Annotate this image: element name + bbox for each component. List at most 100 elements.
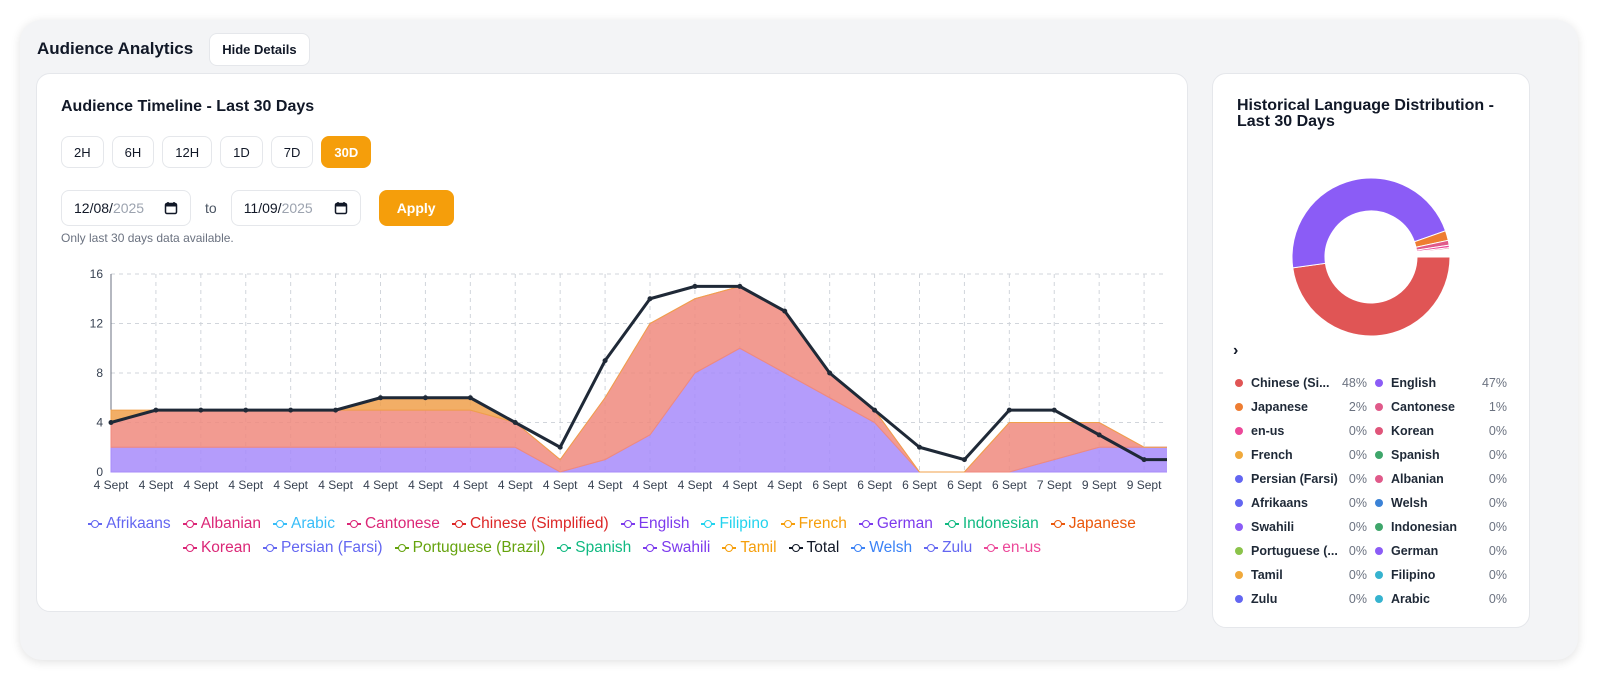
legend-label: en-us	[1002, 539, 1042, 556]
legend-item-chinese-simplified[interactable]: Chinese (Simplified)	[451, 514, 609, 534]
total-point[interactable]	[692, 283, 698, 289]
legend-item-persian-farsi[interactable]: Persian (Farsi)	[262, 538, 383, 558]
hide-details-button[interactable]: Hide Details	[209, 32, 310, 66]
x-tick-label: 6 Sept	[902, 478, 937, 492]
distribution-item-afrikaans[interactable]: Afrikaans 0%	[1235, 494, 1367, 512]
total-point[interactable]	[378, 395, 383, 401]
slice-english[interactable]	[1291, 177, 1447, 269]
start-date-input[interactable]: 12/08/2025	[61, 190, 191, 226]
distribution-item-arabic[interactable]: Arabic 0%	[1375, 590, 1507, 608]
legend-label: French	[798, 515, 847, 532]
legend-marker-icon	[984, 543, 999, 553]
distribution-item-tamil[interactable]: Tamil 0%	[1235, 566, 1367, 584]
range-button-2h[interactable]: 2H	[61, 136, 104, 168]
color-dot-icon	[1235, 547, 1243, 555]
legend-label: Spanish	[575, 539, 632, 556]
total-point[interactable]	[422, 395, 428, 401]
legend-item-arabic[interactable]: Arabic	[273, 514, 335, 534]
total-point[interactable]	[872, 407, 878, 413]
distribution-item-spanish[interactable]: Spanish 0%	[1375, 446, 1507, 464]
total-point[interactable]	[917, 444, 922, 450]
legend-item-swahili[interactable]: Swahili	[643, 538, 710, 558]
legend-marker-icon	[643, 543, 658, 553]
distribution-item-german[interactable]: German 0%	[1375, 542, 1507, 560]
legend-item-spanish[interactable]: Spanish	[557, 538, 631, 558]
slice-chinese-si[interactable]	[1292, 256, 1451, 337]
legend-item-zulu[interactable]: Zulu	[924, 538, 972, 558]
calendar-icon[interactable]	[164, 201, 178, 215]
total-point[interactable]	[512, 420, 518, 425]
apply-button[interactable]: Apply	[378, 190, 454, 226]
legend-item-welsh[interactable]: Welsh	[851, 538, 912, 558]
range-button-1d[interactable]: 1D	[220, 136, 263, 168]
top-bar: Audience Analytics Hide Details	[37, 32, 310, 66]
distribution-item-filipino[interactable]: Filipino 0%	[1375, 566, 1507, 584]
legend-item-cantonese[interactable]: Cantonese	[346, 514, 440, 534]
total-point[interactable]	[288, 407, 294, 413]
total-point[interactable]	[827, 370, 833, 376]
total-point[interactable]	[647, 296, 653, 302]
total-point[interactable]	[243, 407, 249, 413]
total-point[interactable]	[602, 358, 608, 364]
legend-item-albanian[interactable]: Albanian	[182, 514, 261, 534]
distribution-item-albanian[interactable]: Albanian 0%	[1375, 470, 1507, 488]
legend-item-afrikaans[interactable]: Afrikaans	[88, 514, 171, 534]
data-availability-note: Only last 30 days data available.	[61, 231, 234, 245]
distribution-item-japanese[interactable]: Japanese 2%	[1235, 398, 1367, 416]
language-name: en-us	[1251, 424, 1285, 438]
language-percent: 0%	[1348, 472, 1367, 486]
distribution-item-welsh[interactable]: Welsh 0%	[1375, 494, 1507, 512]
total-point[interactable]	[333, 407, 339, 413]
end-date-input[interactable]: 11/09/2025	[230, 190, 361, 226]
language-percent: 0%	[1488, 496, 1507, 510]
distribution-item-french[interactable]: French 0%	[1235, 446, 1367, 464]
x-tick-label: 4 Sept	[453, 478, 488, 492]
total-point[interactable]	[737, 283, 743, 289]
range-button-7d[interactable]: 7D	[270, 136, 314, 168]
legend-item-portuguese-brazil[interactable]: Portuguese (Brazil)	[394, 538, 545, 558]
range-button-30d[interactable]: 30D	[321, 136, 372, 168]
legend-item-english[interactable]: English	[620, 514, 689, 534]
total-point[interactable]	[782, 308, 788, 314]
total-point[interactable]	[1006, 407, 1012, 413]
total-point[interactable]	[153, 407, 159, 413]
chevron-right-icon[interactable]: ›	[1233, 342, 1239, 359]
legend-item-filipino[interactable]: Filipino	[701, 514, 769, 534]
distribution-item-english[interactable]: English 47%	[1375, 374, 1507, 392]
language-name: French	[1251, 448, 1293, 462]
distribution-item-zulu[interactable]: Zulu 0%	[1235, 590, 1367, 608]
total-point[interactable]	[108, 420, 114, 425]
total-point[interactable]	[1096, 432, 1102, 438]
total-point[interactable]	[1141, 457, 1147, 463]
color-dot-icon	[1235, 451, 1243, 459]
total-point[interactable]	[557, 444, 563, 450]
range-button-6h[interactable]: 6H	[111, 136, 155, 168]
total-point[interactable]	[1051, 407, 1057, 413]
legend-item-german[interactable]: German	[858, 514, 933, 534]
calendar-icon[interactable]	[334, 201, 348, 215]
distribution-item-korean[interactable]: Korean 0%	[1375, 422, 1507, 440]
language-name: English	[1391, 376, 1437, 390]
distribution-item-indonesian[interactable]: Indonesian 0%	[1375, 518, 1507, 536]
legend-item-en-us[interactable]: en-us	[984, 538, 1041, 558]
legend-item-total[interactable]: Total	[788, 538, 839, 558]
legend-item-japanese[interactable]: Japanese	[1050, 514, 1136, 534]
legend-item-korean[interactable]: Korean	[182, 538, 251, 558]
color-dot-icon	[1375, 451, 1383, 459]
distribution-item-en-us[interactable]: en-us 0%	[1235, 422, 1367, 440]
total-point[interactable]	[467, 395, 473, 401]
distribution-item-persian-farsi[interactable]: Persian (Farsi) 0%	[1235, 470, 1367, 488]
range-button-12h[interactable]: 12H	[162, 136, 213, 168]
total-point[interactable]	[961, 457, 967, 463]
language-percent: 0%	[1348, 496, 1367, 510]
distribution-item-chinese-si[interactable]: Chinese (Si... 48%	[1235, 374, 1367, 392]
legend-item-tamil[interactable]: Tamil	[722, 538, 777, 558]
legend-item-french[interactable]: French	[780, 514, 847, 534]
distribution-item-swahili[interactable]: Swahili 0%	[1235, 518, 1367, 536]
distribution-item-portuguese[interactable]: Portuguese (... 0%	[1235, 542, 1367, 560]
legend-item-indonesian[interactable]: Indonesian	[944, 514, 1039, 534]
language-name: Chinese (Si...	[1251, 376, 1330, 390]
distribution-item-cantonese[interactable]: Cantonese 1%	[1375, 398, 1507, 416]
total-point[interactable]	[198, 407, 204, 413]
language-name: Indonesian	[1391, 520, 1457, 534]
